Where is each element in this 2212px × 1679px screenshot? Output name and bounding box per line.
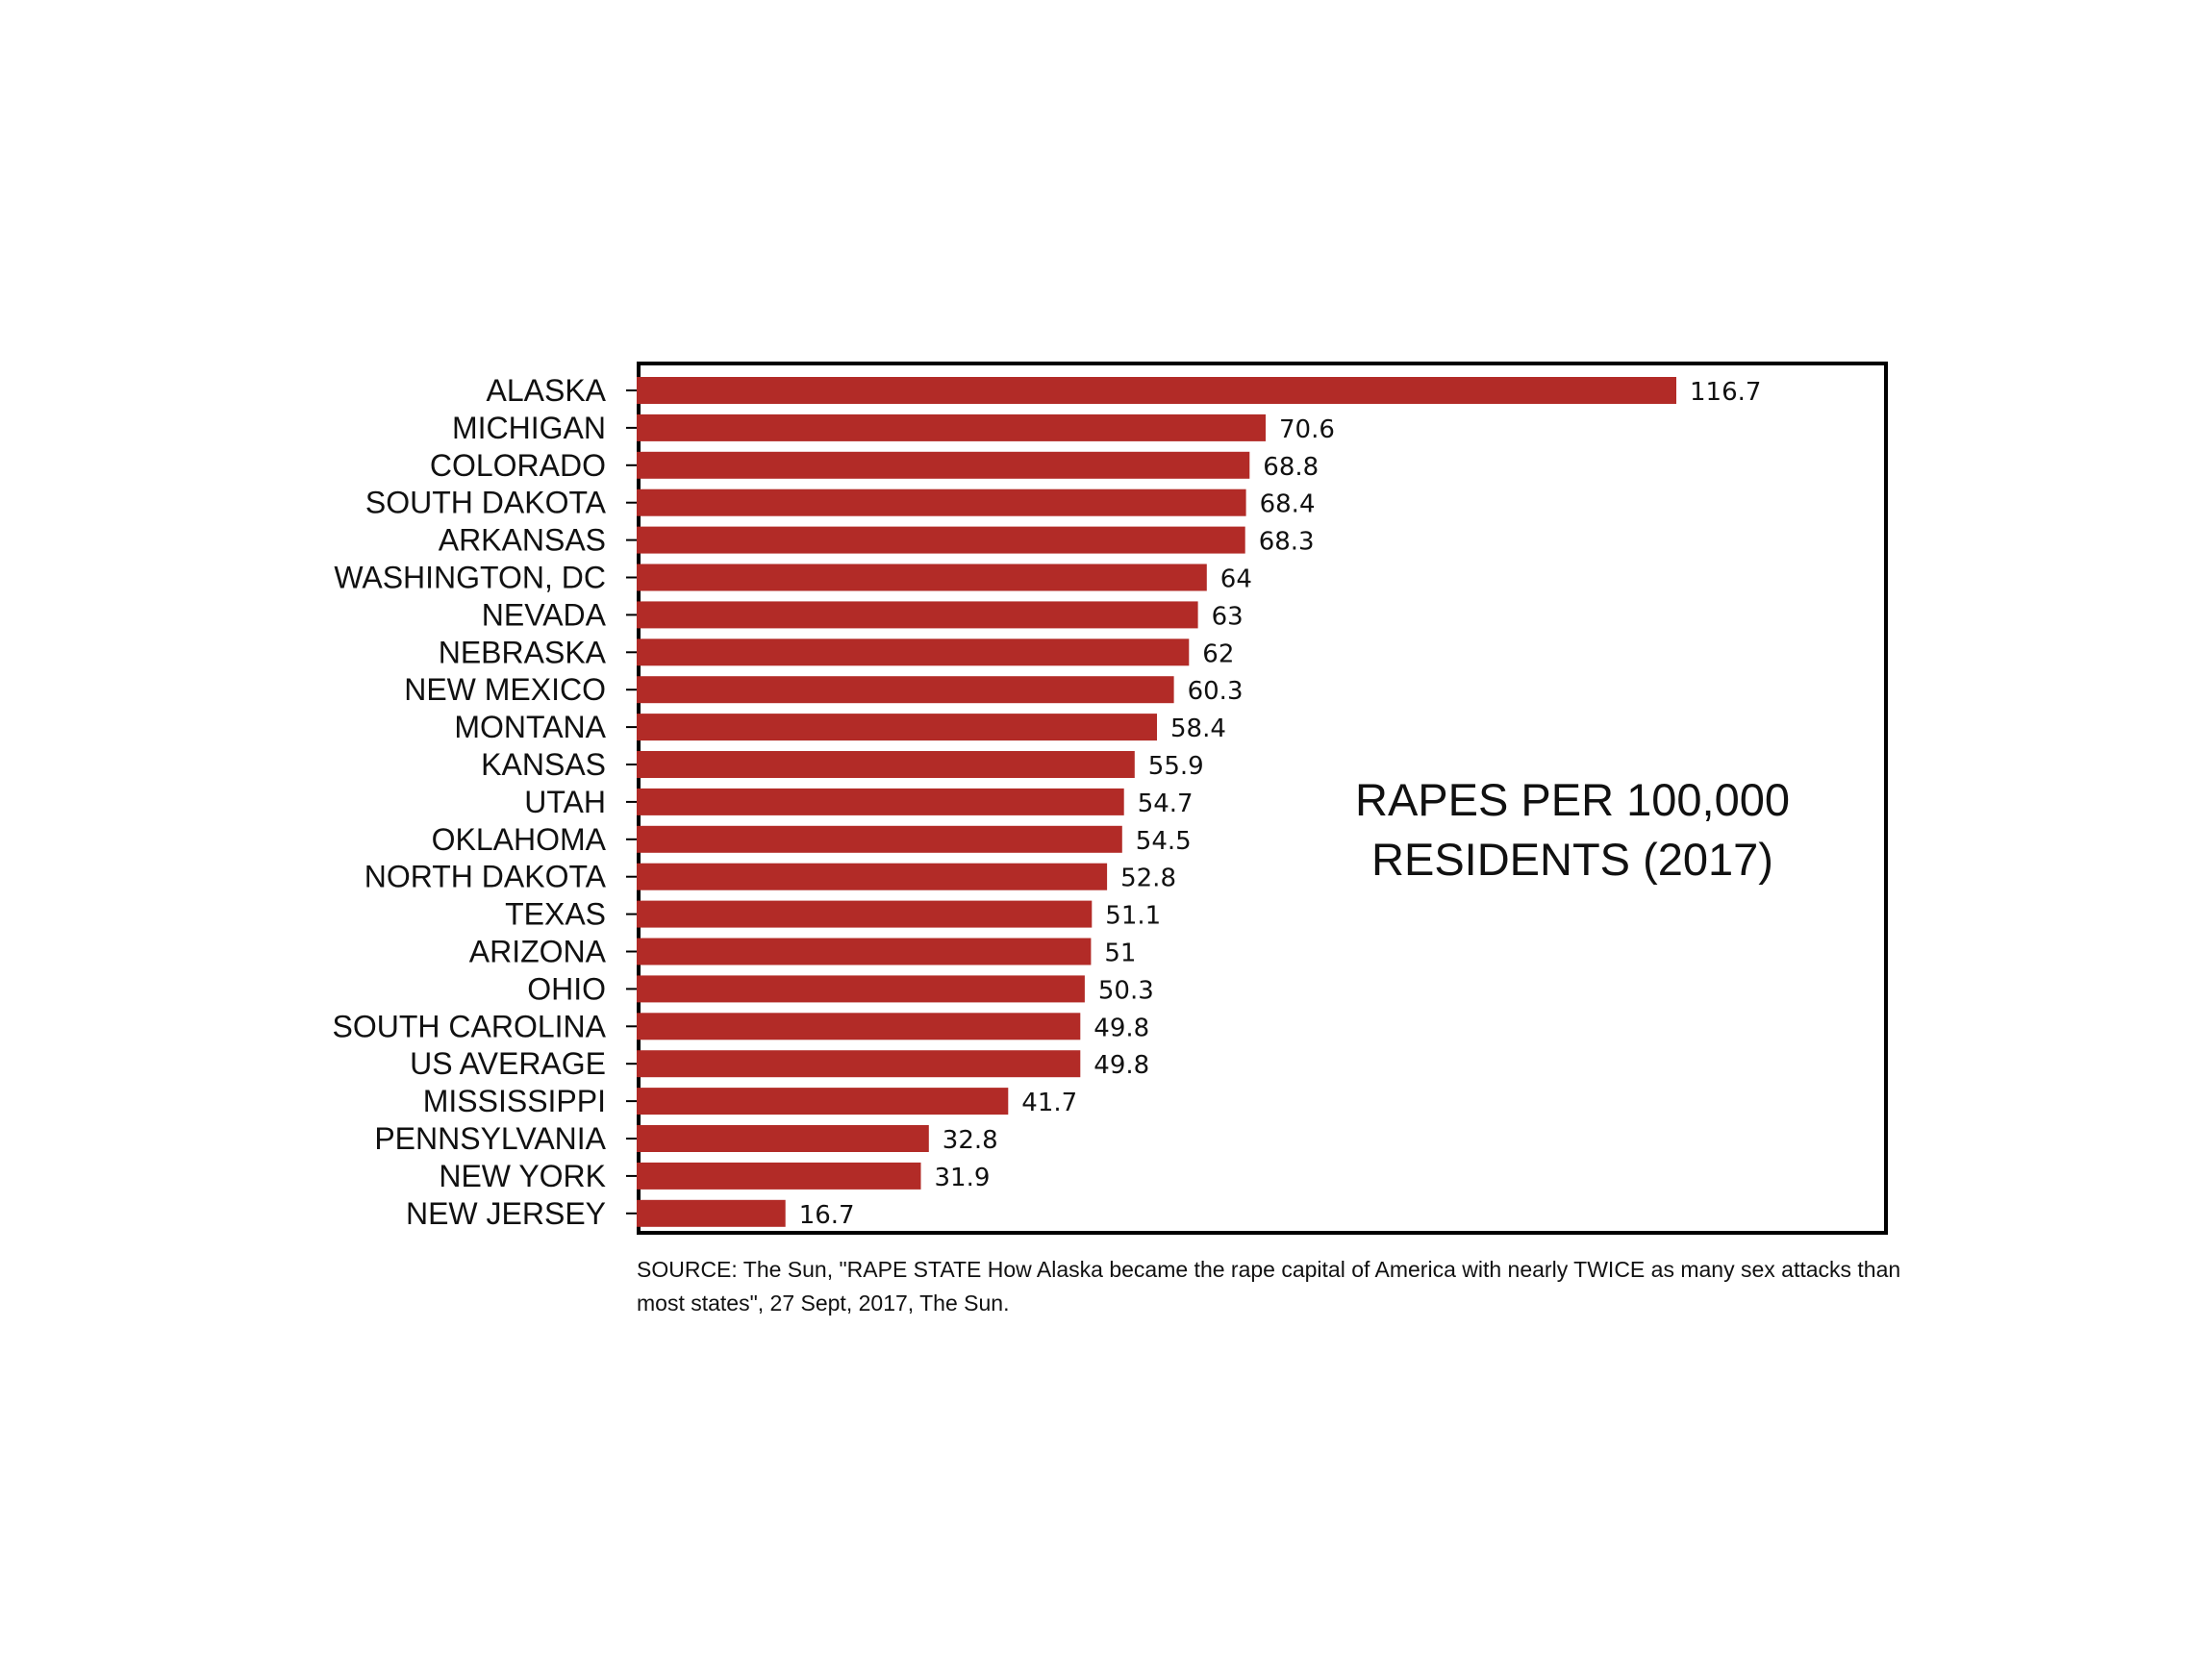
category-label: SOUTH DAKOTA xyxy=(365,486,607,520)
category-label: NEW MEXICO xyxy=(404,672,606,707)
value-label: 68.4 xyxy=(1260,490,1316,519)
bar-nevada xyxy=(637,601,1198,629)
value-label: 64 xyxy=(1220,565,1252,594)
value-label: 49.8 xyxy=(1093,1051,1149,1080)
value-label: 55.9 xyxy=(1148,752,1204,781)
category-label: KANSAS xyxy=(481,747,606,782)
bar-washington-dc xyxy=(637,564,1207,591)
chart-title-line-1: RAPES PER 100,000 xyxy=(1355,774,1790,825)
category-label: NORTH DAKOTA xyxy=(364,860,607,894)
bar-texas xyxy=(637,900,1093,928)
category-label: OHIO xyxy=(527,971,606,1006)
category-label: NEW JERSEY xyxy=(406,1196,606,1231)
category-label: NEVADA xyxy=(482,597,607,632)
category-label: ARKANSAS xyxy=(439,523,606,558)
value-label: 49.8 xyxy=(1093,1014,1149,1042)
value-label: 62 xyxy=(1202,639,1234,668)
y-axis-ticks xyxy=(626,389,637,1215)
value-label: 51.1 xyxy=(1105,902,1161,931)
category-label: US AVERAGE xyxy=(410,1046,606,1081)
bar-montana xyxy=(637,714,1157,741)
value-label: 41.7 xyxy=(1021,1089,1077,1117)
bar-arizona xyxy=(637,938,1092,965)
bar-michigan xyxy=(637,413,1266,441)
value-label: 52.8 xyxy=(1120,865,1176,893)
category-label: NEBRASKA xyxy=(439,635,607,669)
bar-new-jersey xyxy=(637,1199,786,1227)
value-label: 50.3 xyxy=(1098,976,1154,1005)
bar-pennsylvania xyxy=(637,1125,929,1152)
category-label: ARIZONA xyxy=(469,935,607,969)
category-label: TEXAS xyxy=(505,897,606,932)
value-label: 60.3 xyxy=(1188,677,1244,706)
category-label: SOUTH CAROLINA xyxy=(333,1009,607,1043)
bar-nebraska xyxy=(637,639,1190,666)
bars-group xyxy=(637,377,1676,1227)
bar-utah xyxy=(637,788,1124,815)
category-label: NEW YORK xyxy=(439,1159,606,1193)
value-label: 32.8 xyxy=(943,1126,998,1155)
category-label: MISSISSIPPI xyxy=(423,1084,606,1118)
bar-oklahoma xyxy=(637,825,1122,853)
bar-mississippi xyxy=(637,1088,1009,1115)
bar-north-dakota xyxy=(637,863,1108,890)
category-label: PENNSYLVANIA xyxy=(374,1121,606,1156)
bar-kansas xyxy=(637,751,1135,778)
bar-new-mexico xyxy=(637,676,1174,704)
category-label: WASHINGTON, DC xyxy=(334,561,606,595)
value-label: 68.3 xyxy=(1259,528,1315,557)
bar-new-york xyxy=(637,1162,921,1190)
value-label: 16.7 xyxy=(799,1201,855,1230)
bar-south-dakota xyxy=(637,489,1246,516)
category-label: MICHIGAN xyxy=(452,411,606,445)
category-label: UTAH xyxy=(524,785,606,819)
category-label: MONTANA xyxy=(454,710,606,744)
bar-us-average xyxy=(637,1050,1081,1078)
value-label: 116.7 xyxy=(1690,378,1761,407)
value-labels: 116.7 70.6 68.8 68.4 68.364 63 62 60.3 58.4 55.9 5… xyxy=(799,378,1762,1230)
value-label: 54.5 xyxy=(1136,827,1192,856)
bar-arkansas xyxy=(637,526,1245,554)
value-label: 51 xyxy=(1104,940,1136,968)
chart-title-line-2: RESIDENTS (2017) xyxy=(1371,834,1773,885)
category-label: COLORADO xyxy=(430,448,606,483)
value-label: 58.4 xyxy=(1170,714,1226,743)
bar-south-carolina xyxy=(637,1013,1081,1040)
value-label: 68.8 xyxy=(1263,453,1319,482)
value-label: 31.9 xyxy=(935,1164,991,1192)
category-label: ALASKA xyxy=(486,373,606,408)
value-label: 54.7 xyxy=(1138,789,1194,818)
bar-alaska xyxy=(637,377,1676,404)
value-label: 63 xyxy=(1212,602,1244,631)
bar-ohio xyxy=(637,975,1085,1003)
value-label: 70.6 xyxy=(1279,415,1335,444)
category-label: OKLAHOMA xyxy=(432,822,607,857)
bar-colorado xyxy=(637,451,1250,479)
source-note: SOURCE: The Sun, "RAPE STATE How Alaska … xyxy=(637,1257,1901,1316)
